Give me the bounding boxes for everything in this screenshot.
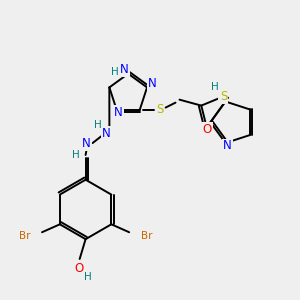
- Text: N: N: [102, 127, 111, 140]
- Text: H: H: [94, 120, 101, 130]
- Text: O: O: [74, 262, 83, 275]
- Text: H: H: [111, 67, 119, 77]
- Text: S: S: [220, 90, 227, 103]
- Text: N: N: [120, 63, 129, 76]
- Text: N: N: [223, 140, 232, 152]
- Text: Br: Br: [141, 231, 153, 241]
- Text: H: H: [211, 82, 219, 92]
- Text: H: H: [84, 272, 92, 282]
- Text: N: N: [148, 77, 156, 90]
- Text: O: O: [202, 123, 212, 136]
- Text: S: S: [156, 103, 164, 116]
- Text: N: N: [219, 89, 227, 102]
- Text: Br: Br: [19, 231, 30, 241]
- Text: H: H: [72, 150, 80, 160]
- Text: N: N: [82, 136, 91, 150]
- Text: N: N: [114, 106, 123, 119]
